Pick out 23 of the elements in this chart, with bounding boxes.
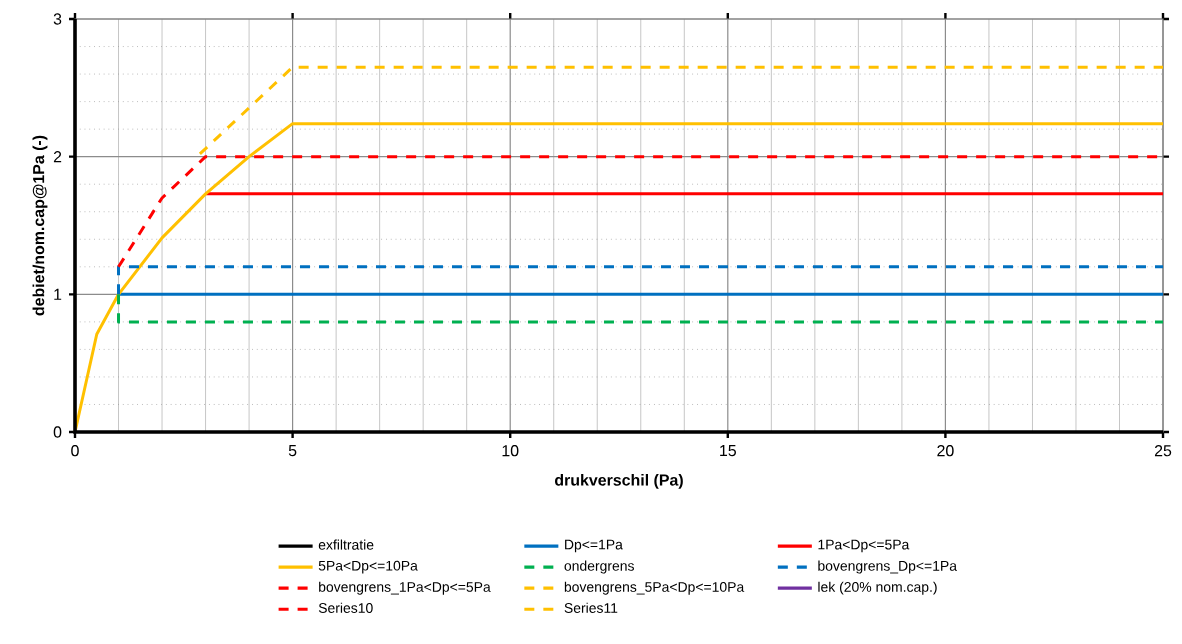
legend-label: bovengrens_5Pa<Dp<=10Pa <box>564 581 745 595</box>
legend-label: bovengrens_1Pa<Dp<=5Pa <box>319 581 491 595</box>
y-tick-label: 3 <box>53 13 62 25</box>
legend-label: exfiltratie <box>318 539 374 550</box>
y-tick-label: 0 <box>53 426 62 438</box>
legend-label: 1Pa<Dp<=5Pa <box>818 539 910 553</box>
legend-label: Series11 <box>564 602 618 613</box>
x-tick-label: 10 <box>502 445 519 457</box>
legend-label: 5Pa<Dp<=10Pa <box>318 560 418 574</box>
legend-label: ondergrens <box>564 560 634 574</box>
x-tick-label: 0 <box>71 445 79 457</box>
x-axis-title: drukverschil (Pa) <box>554 474 683 489</box>
x-tick-label: 15 <box>720 445 736 457</box>
legend-label: lek (20% nom.cap.) <box>818 581 937 595</box>
y-tick-label: 1 <box>54 288 62 300</box>
x-tick-label: 20 <box>937 445 954 457</box>
y-axis-title: debiet/nom.cap@1Pa (-) <box>32 135 48 316</box>
x-tick-label: 5 <box>288 445 297 457</box>
x-tick-label: 25 <box>1154 445 1172 457</box>
legend-label: Dp<=1Pa <box>565 539 623 553</box>
legend-label: Series10 <box>318 602 373 613</box>
legend-label: bovengrens_Dp<=1Pa <box>818 560 957 574</box>
y-tick-label: 2 <box>53 151 62 163</box>
